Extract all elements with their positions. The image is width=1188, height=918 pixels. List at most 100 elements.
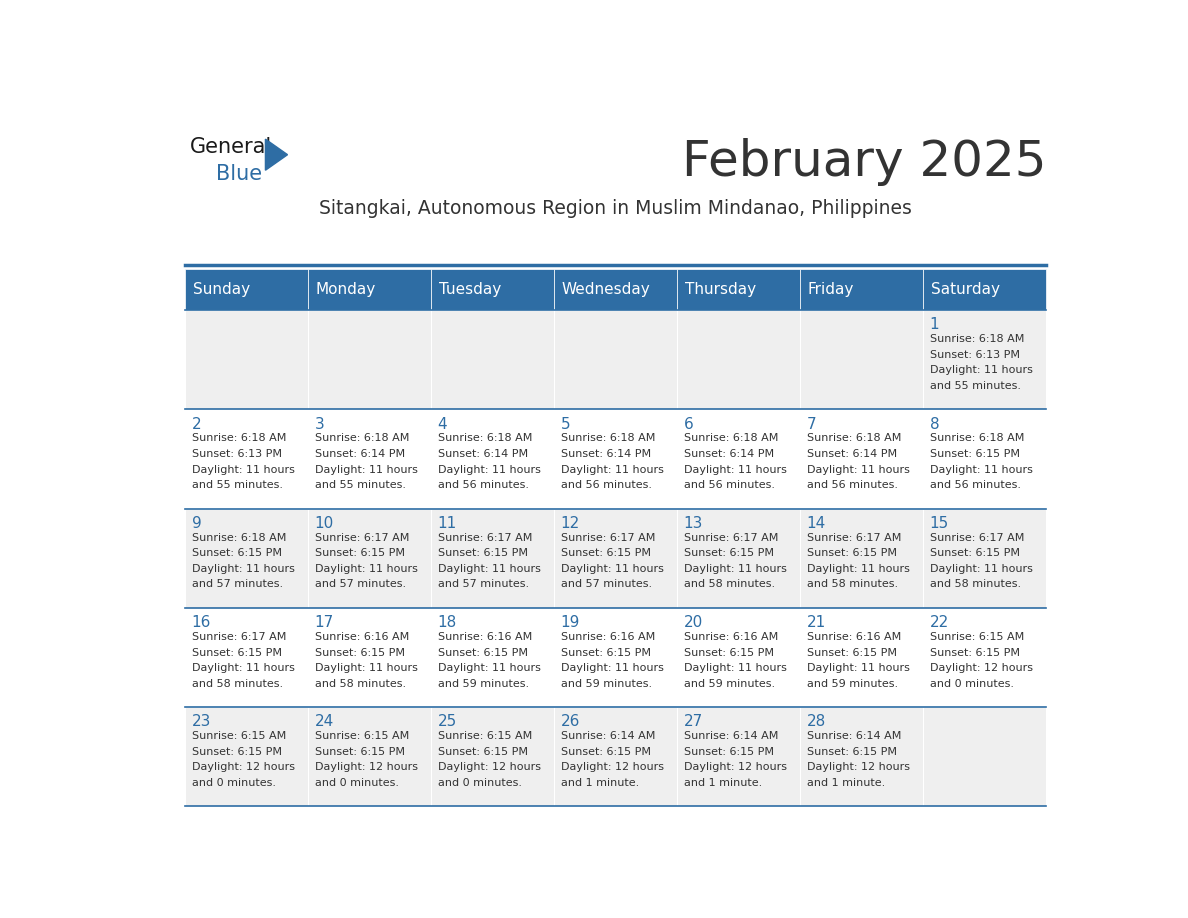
Text: Sunrise: 6:18 AM: Sunrise: 6:18 AM [561,433,655,443]
Text: Daylight: 11 hours: Daylight: 11 hours [683,564,786,574]
Text: and 55 minutes.: and 55 minutes. [315,480,406,490]
Bar [677,509,801,608]
Text: 3: 3 [315,417,324,431]
Text: Daylight: 11 hours: Daylight: 11 hours [437,663,541,673]
Text: Sunset: 6:15 PM: Sunset: 6:15 PM [315,548,405,558]
Text: Sunrise: 6:15 AM: Sunrise: 6:15 AM [191,732,286,741]
Text: Daylight: 11 hours: Daylight: 11 hours [561,465,664,475]
Text: and 1 minute.: and 1 minute. [807,778,885,788]
Text: 24: 24 [315,714,334,729]
Text: Sunset: 6:13 PM: Sunset: 6:13 PM [930,350,1019,360]
Text: Sunset: 6:14 PM: Sunset: 6:14 PM [561,449,651,459]
Bar [677,608,801,707]
Bar [555,409,677,509]
Bar [431,509,555,608]
Bar [309,707,431,806]
Text: 5: 5 [561,417,570,431]
Text: Sunset: 6:15 PM: Sunset: 6:15 PM [437,746,527,756]
Text: 8: 8 [930,417,940,431]
Bar [801,707,923,806]
Text: and 59 minutes.: and 59 minutes. [683,678,775,688]
Bar [801,269,923,310]
Text: Sunset: 6:15 PM: Sunset: 6:15 PM [683,548,773,558]
Text: and 0 minutes.: and 0 minutes. [191,778,276,788]
Text: Daylight: 11 hours: Daylight: 11 hours [437,564,541,574]
Text: Sunrise: 6:18 AM: Sunrise: 6:18 AM [807,433,901,443]
Text: 28: 28 [807,714,826,729]
Text: and 58 minutes.: and 58 minutes. [191,678,283,688]
Bar [309,269,431,310]
Text: and 0 minutes.: and 0 minutes. [315,778,399,788]
Text: Friday: Friday [808,282,854,297]
Text: Sunset: 6:14 PM: Sunset: 6:14 PM [683,449,773,459]
Bar [923,707,1047,806]
Bar [431,310,555,409]
Text: Daylight: 12 hours: Daylight: 12 hours [683,762,786,772]
Text: Sunset: 6:15 PM: Sunset: 6:15 PM [437,548,527,558]
Bar [677,409,801,509]
Bar [185,269,309,310]
Text: Sunrise: 6:16 AM: Sunrise: 6:16 AM [437,632,532,642]
Text: Sunrise: 6:17 AM: Sunrise: 6:17 AM [561,532,655,543]
Text: Sunrise: 6:17 AM: Sunrise: 6:17 AM [191,632,286,642]
Text: 26: 26 [561,714,580,729]
Bar [555,310,677,409]
Text: Sitangkai, Autonomous Region in Muslim Mindanao, Philippines: Sitangkai, Autonomous Region in Muslim M… [320,198,912,218]
Text: and 57 minutes.: and 57 minutes. [437,579,529,589]
Text: and 56 minutes.: and 56 minutes. [683,480,775,490]
Text: 16: 16 [191,615,211,630]
Text: Sunset: 6:14 PM: Sunset: 6:14 PM [807,449,897,459]
Text: Sunset: 6:15 PM: Sunset: 6:15 PM [315,746,405,756]
Text: Thursday: Thursday [684,282,756,297]
Text: Daylight: 11 hours: Daylight: 11 hours [191,663,295,673]
Bar [677,707,801,806]
Text: 12: 12 [561,516,580,531]
Text: Sunday: Sunday [192,282,249,297]
Text: 21: 21 [807,615,826,630]
Text: Daylight: 12 hours: Daylight: 12 hours [191,762,295,772]
Text: Sunset: 6:15 PM: Sunset: 6:15 PM [930,647,1019,657]
Text: Sunrise: 6:15 AM: Sunrise: 6:15 AM [930,632,1024,642]
Text: 22: 22 [930,615,949,630]
Text: Daylight: 11 hours: Daylight: 11 hours [191,564,295,574]
Bar [923,608,1047,707]
Text: and 0 minutes.: and 0 minutes. [437,778,522,788]
Bar [185,608,309,707]
Bar [309,409,431,509]
Text: Sunset: 6:15 PM: Sunset: 6:15 PM [191,548,282,558]
Text: 18: 18 [437,615,457,630]
Text: Daylight: 11 hours: Daylight: 11 hours [315,465,418,475]
Text: Daylight: 12 hours: Daylight: 12 hours [561,762,664,772]
Text: and 0 minutes.: and 0 minutes. [930,678,1013,688]
Text: 9: 9 [191,516,202,531]
Text: 13: 13 [683,516,703,531]
Text: 1: 1 [930,318,940,332]
Text: and 56 minutes.: and 56 minutes. [930,480,1020,490]
Text: Sunset: 6:15 PM: Sunset: 6:15 PM [807,746,897,756]
Text: and 55 minutes.: and 55 minutes. [191,480,283,490]
Text: Sunrise: 6:18 AM: Sunrise: 6:18 AM [683,433,778,443]
Bar [677,269,801,310]
Bar [677,310,801,409]
Text: and 57 minutes.: and 57 minutes. [191,579,283,589]
Text: 2: 2 [191,417,202,431]
Bar [801,409,923,509]
Bar [555,608,677,707]
Bar [185,509,309,608]
Text: and 56 minutes.: and 56 minutes. [561,480,652,490]
Text: Blue: Blue [216,164,261,184]
Bar [309,608,431,707]
Text: Daylight: 11 hours: Daylight: 11 hours [561,564,664,574]
Text: 10: 10 [315,516,334,531]
Bar [185,310,309,409]
Text: Sunset: 6:15 PM: Sunset: 6:15 PM [807,647,897,657]
Bar [309,509,431,608]
Bar [431,269,555,310]
Text: Sunrise: 6:18 AM: Sunrise: 6:18 AM [930,334,1024,344]
Bar [923,310,1047,409]
Text: Sunset: 6:14 PM: Sunset: 6:14 PM [315,449,405,459]
Text: and 1 minute.: and 1 minute. [683,778,762,788]
Text: Sunset: 6:15 PM: Sunset: 6:15 PM [561,548,651,558]
Text: Daylight: 12 hours: Daylight: 12 hours [930,663,1032,673]
Text: Sunset: 6:15 PM: Sunset: 6:15 PM [930,449,1019,459]
